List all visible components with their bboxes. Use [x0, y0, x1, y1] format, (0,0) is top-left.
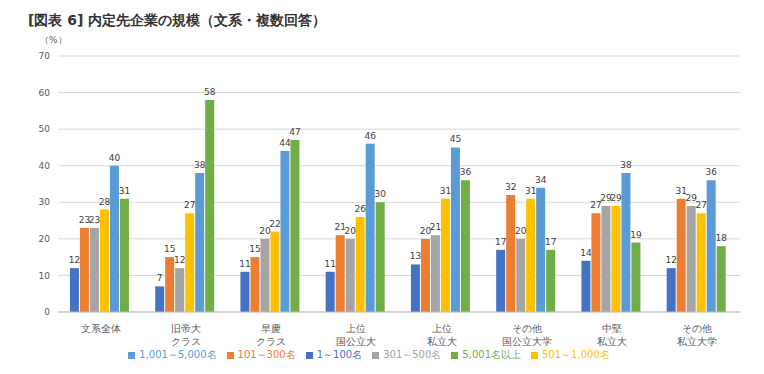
svg-text:20: 20 — [344, 226, 356, 236]
svg-text:50: 50 — [39, 124, 51, 134]
svg-text:20: 20 — [259, 225, 271, 236]
svg-text:45: 45 — [450, 134, 461, 144]
svg-text:7: 7 — [157, 273, 163, 283]
svg-text:31: 31 — [675, 185, 687, 196]
svg-text:36: 36 — [705, 167, 717, 177]
html-text:501～1,000名: 501～1,000名 — [542, 349, 610, 360]
svg-text:13: 13 — [410, 251, 421, 261]
svg-text:40: 40 — [39, 161, 51, 171]
svg-text:15: 15 — [249, 244, 260, 254]
svg-text:15: 15 — [164, 244, 175, 254]
svg-text:22: 22 — [269, 219, 280, 229]
svg-text:0: 0 — [44, 307, 50, 317]
html-text:101～300名: 101～300名 — [237, 349, 296, 360]
svg-text:中堅私立大: 中堅私立大 — [597, 323, 627, 347]
svg-text:31: 31 — [119, 186, 130, 196]
html-text:5,001名以上: 5,001名以上 — [462, 349, 521, 360]
svg-text:17: 17 — [545, 237, 556, 247]
svg-text:12: 12 — [69, 255, 80, 265]
svg-text:12: 12 — [665, 255, 676, 265]
svg-text:21: 21 — [430, 222, 441, 232]
svg-text:18: 18 — [715, 233, 727, 243]
svg-text:早慶クラス: 早慶クラス — [256, 323, 286, 347]
svg-text:20: 20 — [419, 225, 432, 236]
svg-text:21: 21 — [334, 222, 346, 233]
svg-text:20: 20 — [515, 226, 527, 236]
svg-text:38: 38 — [620, 160, 632, 170]
svg-text:上位私立大: 上位私立大 — [427, 323, 457, 347]
svg-text:23: 23 — [78, 214, 91, 225]
svg-text:文系全体: 文系全体 — [81, 323, 121, 334]
svg-text:58: 58 — [204, 87, 216, 97]
svg-text:10: 10 — [39, 271, 51, 281]
svg-text:旧帝大クラス: 旧帝大クラス — [171, 323, 201, 347]
svg-text:23: 23 — [89, 215, 100, 225]
svg-text:29: 29 — [600, 192, 612, 203]
svg-text:27: 27 — [590, 200, 602, 211]
html-text:1～100名: 1～100名 — [316, 349, 363, 360]
svg-text:26: 26 — [354, 204, 366, 214]
svg-text:29: 29 — [685, 192, 697, 203]
svg-text:32: 32 — [505, 182, 516, 192]
svg-text:38: 38 — [194, 160, 206, 170]
svg-text:70: 70 — [39, 51, 51, 61]
svg-text:その他私立大学: その他私立大学 — [677, 323, 717, 347]
svg-text:27: 27 — [695, 200, 706, 210]
svg-text:11: 11 — [324, 259, 335, 269]
svg-text:17: 17 — [495, 237, 506, 247]
svg-text:31: 31 — [525, 186, 536, 196]
svg-text:47: 47 — [289, 127, 300, 137]
svg-text:27: 27 — [184, 200, 195, 210]
svg-text:30: 30 — [39, 197, 51, 207]
svg-text:上位国公立大: 上位国公立大 — [336, 323, 376, 347]
svg-text:12: 12 — [174, 255, 185, 265]
svg-text:29: 29 — [610, 193, 622, 203]
svg-text:40: 40 — [109, 153, 121, 163]
html-text:301～500名: 301～500名 — [383, 349, 442, 360]
svg-text:11: 11 — [239, 259, 250, 269]
svg-text:34: 34 — [535, 175, 547, 185]
svg-text:46: 46 — [364, 131, 376, 141]
svg-text:その他国公立大学: その他国公立大学 — [502, 323, 552, 347]
svg-text:28: 28 — [99, 197, 111, 207]
svg-text:60: 60 — [39, 88, 51, 98]
svg-text:20: 20 — [39, 234, 51, 244]
html-text:1,001～5,000名: 1,001～5,000名 — [139, 349, 217, 360]
svg-text:36: 36 — [460, 167, 472, 177]
svg-text:19: 19 — [630, 230, 642, 240]
svg-text:31: 31 — [440, 186, 451, 196]
svg-text:30: 30 — [374, 189, 386, 199]
svg-text:44: 44 — [279, 138, 291, 148]
svg-text:14: 14 — [580, 248, 592, 258]
html-text:[図表 6] 内定先企業の規模（文系・複数回答）: [図表 6] 内定先企業の規模（文系・複数回答） — [28, 12, 327, 28]
